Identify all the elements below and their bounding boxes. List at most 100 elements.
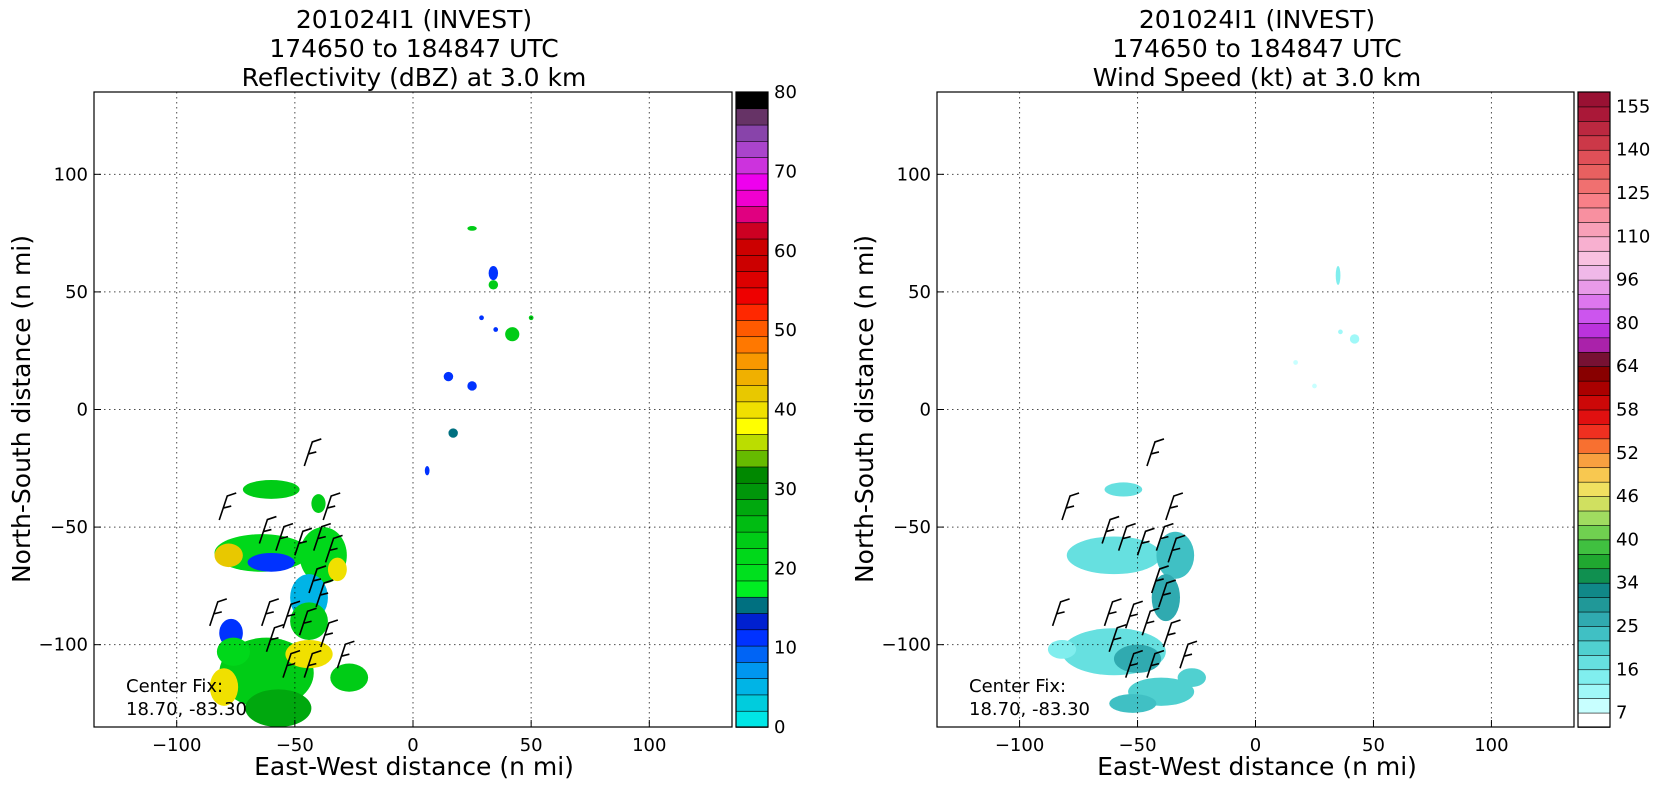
y-tick-label: −50 bbox=[50, 517, 88, 538]
wind-barb bbox=[1150, 565, 1169, 594]
colorbar-tick-label: 125 bbox=[1616, 183, 1650, 204]
colorbar-segment bbox=[1577, 351, 1611, 368]
colorbar-segment bbox=[735, 156, 769, 175]
colorbar-segment bbox=[1577, 207, 1611, 223]
data-patch bbox=[488, 280, 499, 290]
wind-barb bbox=[312, 522, 332, 551]
colorbar-segment bbox=[1577, 106, 1611, 122]
data-patch bbox=[285, 639, 333, 669]
colorbar-tick-label: 34 bbox=[1616, 573, 1639, 594]
colorbar-segment bbox=[735, 384, 769, 403]
wind-barb bbox=[294, 527, 313, 556]
x-tick-label: −100 bbox=[995, 735, 1044, 756]
colorbar-segment bbox=[735, 335, 769, 354]
data-patch bbox=[247, 552, 295, 572]
reflectivity-panel: 201024I1 (INVEST) 174650 to 184847 UTC R… bbox=[7, 5, 797, 781]
colorbar-segment bbox=[1577, 567, 1611, 584]
colorbar-tick-label: 10 bbox=[774, 638, 797, 659]
colorbar-segment bbox=[1577, 221, 1611, 238]
data-patch bbox=[448, 428, 458, 438]
data-patch bbox=[493, 327, 499, 332]
data-patch bbox=[424, 465, 430, 476]
colorbar-tick-label: 58 bbox=[1616, 400, 1639, 421]
colorbar-segment bbox=[1577, 337, 1611, 353]
data-patch bbox=[467, 226, 477, 231]
grid bbox=[94, 92, 732, 727]
x-axis-label: East-West distance (n mi) bbox=[254, 752, 574, 781]
wind-barb bbox=[320, 619, 339, 648]
colorbar-segment bbox=[735, 303, 769, 321]
colorbar-segment bbox=[1577, 697, 1611, 714]
colorbar-segment bbox=[1577, 264, 1611, 281]
colorbar-segment bbox=[735, 498, 769, 517]
colorbar-segment bbox=[735, 563, 769, 582]
wind-barb bbox=[1141, 607, 1160, 636]
data-patch bbox=[209, 668, 239, 706]
wind-barb bbox=[1103, 598, 1122, 627]
colorbar-tick-label: 0 bbox=[774, 717, 785, 738]
y-tick-label: 0 bbox=[77, 400, 88, 421]
colorbar-segment bbox=[735, 580, 769, 598]
colorbar-segment bbox=[1577, 409, 1611, 425]
chart-title-line-3: Reflectivity (dBZ) at 3.0 km bbox=[242, 63, 587, 92]
wind-speed-panel: 201024I1 (INVEST) 174650 to 184847 UTC W… bbox=[850, 5, 1650, 781]
x-tick-label: 50 bbox=[520, 735, 543, 756]
y-axis-label: North-South distance (n mi) bbox=[7, 235, 36, 583]
wind-barb bbox=[1146, 438, 1165, 467]
colorbar-frame bbox=[735, 91, 769, 728]
center-fix-value: 18.70, -83.30 bbox=[969, 699, 1090, 720]
colorbar-segment bbox=[1577, 539, 1611, 555]
colorbar-segment bbox=[1577, 712, 1611, 728]
wind-barb bbox=[1179, 640, 1198, 669]
data-patch bbox=[216, 637, 250, 666]
x-tick-label: 100 bbox=[1474, 735, 1508, 756]
colorbar-segment bbox=[1577, 149, 1611, 165]
wind-barb bbox=[209, 598, 228, 627]
colorbar-tick-label: 64 bbox=[1616, 356, 1639, 377]
colorbar: 7 16 25 34 40 46 52 58 64 80 96 110 125 140 155 bbox=[1577, 91, 1650, 728]
y-tick-label: 0 bbox=[920, 400, 931, 421]
wind-barb bbox=[1136, 527, 1155, 556]
wind-barb bbox=[1155, 522, 1174, 551]
wind-barb bbox=[265, 623, 284, 652]
chart-title-line-2: 174650 to 184847 UTC bbox=[269, 34, 558, 63]
data-patch bbox=[1047, 639, 1077, 659]
data-patch bbox=[505, 327, 520, 342]
wind-barb bbox=[1051, 598, 1070, 627]
y-tick-label: −100 bbox=[882, 635, 931, 656]
wind-barb bbox=[261, 598, 280, 627]
colorbar-segment bbox=[1577, 91, 1611, 108]
data-patch bbox=[311, 494, 326, 513]
wind-barb bbox=[1146, 649, 1165, 678]
wind-barb bbox=[308, 565, 327, 594]
colorbar-segment bbox=[1577, 611, 1611, 627]
data-patch bbox=[1109, 694, 1157, 713]
x-tick-label: −50 bbox=[276, 735, 314, 756]
data-patch bbox=[214, 543, 243, 568]
colorbar-segment bbox=[735, 205, 769, 224]
y-tick-label: −50 bbox=[893, 517, 931, 538]
wind-barbs bbox=[209, 438, 355, 678]
colorbar-segment bbox=[1577, 134, 1611, 151]
wind-barb bbox=[1108, 623, 1127, 652]
colorbar-segment bbox=[1577, 654, 1611, 671]
data-patch bbox=[1104, 482, 1143, 497]
colorbar-segment bbox=[1577, 640, 1611, 656]
colorbar-tick-label: 50 bbox=[774, 320, 797, 341]
colorbar-segment bbox=[735, 710, 769, 728]
colorbar-segment bbox=[1577, 293, 1611, 310]
colorbar-segment bbox=[1577, 308, 1611, 324]
data-patch bbox=[488, 266, 499, 281]
wind-barb bbox=[1124, 649, 1143, 678]
wind-barb bbox=[1124, 600, 1143, 629]
plot-area: −100 −50 0 50 100 −100 −50 0 50 100 bbox=[39, 91, 733, 756]
colorbar-segment bbox=[1577, 163, 1611, 180]
colorbar-segment bbox=[735, 221, 769, 240]
wind-barb bbox=[1117, 522, 1136, 551]
y-tick-label: 100 bbox=[897, 164, 931, 185]
colorbar-segment bbox=[1577, 423, 1611, 440]
wind-barb bbox=[303, 649, 322, 678]
wind-barb bbox=[258, 515, 277, 544]
wind-barb bbox=[218, 492, 237, 521]
x-tick-label: 50 bbox=[1362, 735, 1385, 756]
